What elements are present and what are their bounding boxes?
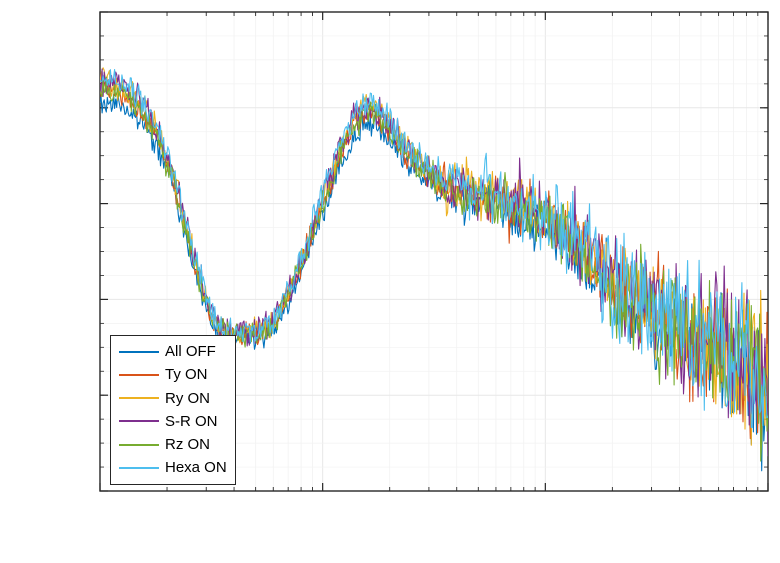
legend: All OFFTy ONRy ONS-R ONRz ONHexa ON — [110, 335, 236, 485]
legend-item: Hexa ON — [119, 456, 227, 479]
legend-label: Ry ON — [165, 387, 210, 410]
legend-label: Hexa ON — [165, 456, 227, 479]
legend-item: Rz ON — [119, 433, 227, 456]
legend-label: All OFF — [165, 340, 216, 363]
legend-item: S-R ON — [119, 410, 227, 433]
legend-swatch — [119, 351, 159, 353]
legend-label: Ty ON — [165, 363, 208, 386]
legend-item: Ty ON — [119, 363, 227, 386]
legend-label: S-R ON — [165, 410, 218, 433]
legend-swatch — [119, 444, 159, 446]
legend-swatch — [119, 397, 159, 399]
line-chart: All OFFTy ONRy ONS-R ONRz ONHexa ON — [0, 0, 780, 563]
legend-label: Rz ON — [165, 433, 210, 456]
legend-swatch — [119, 374, 159, 376]
legend-swatch — [119, 467, 159, 469]
legend-item: Ry ON — [119, 387, 227, 410]
legend-item: All OFF — [119, 340, 227, 363]
legend-swatch — [119, 420, 159, 422]
